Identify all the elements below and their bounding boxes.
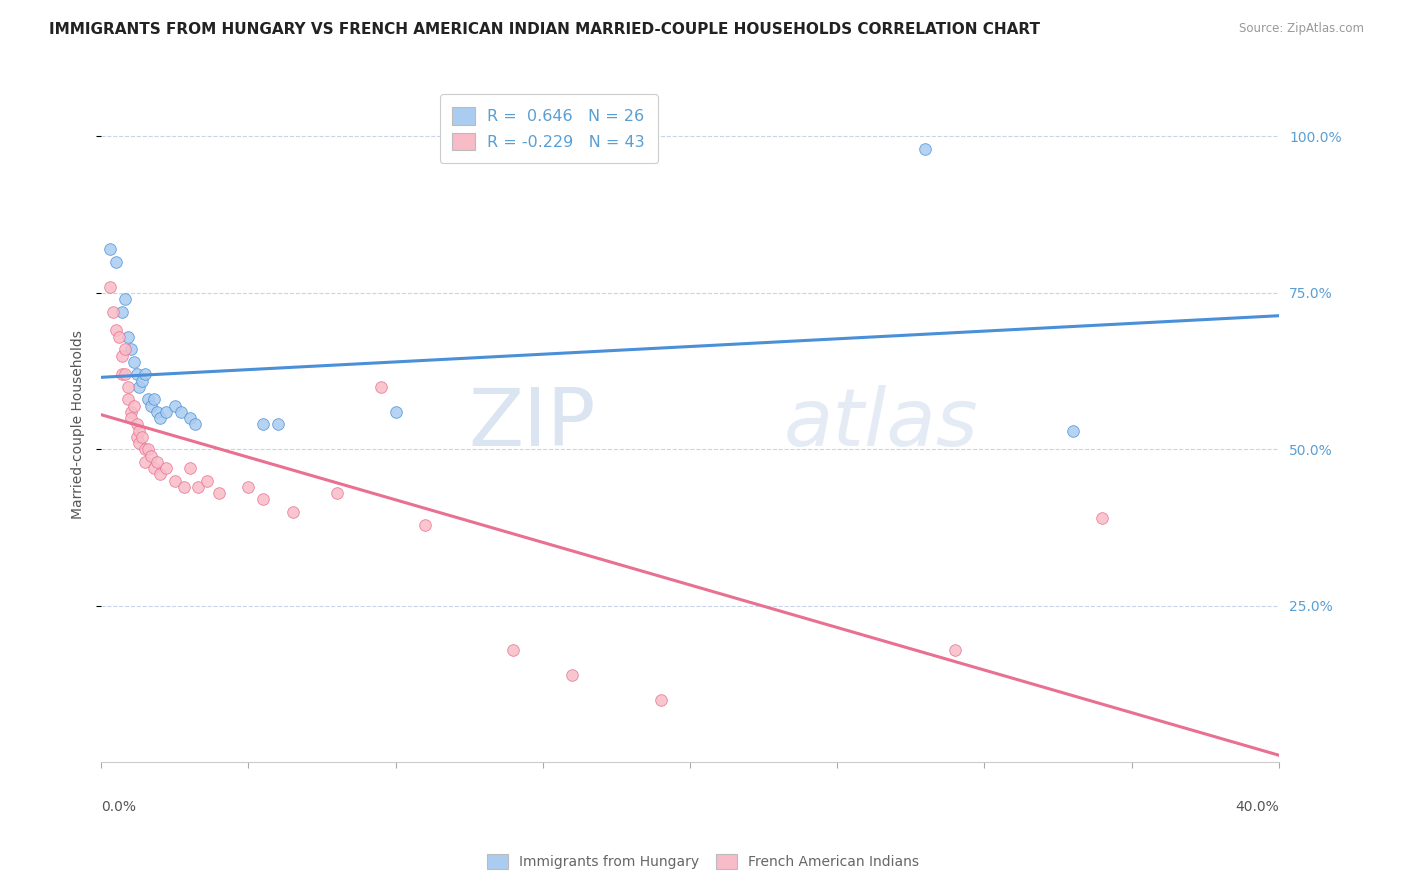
Point xyxy=(131,430,153,444)
Point xyxy=(131,374,153,388)
Point xyxy=(101,304,124,318)
Point xyxy=(267,417,290,432)
Point xyxy=(238,480,260,494)
Point xyxy=(125,368,148,382)
Point xyxy=(114,343,136,357)
Point xyxy=(143,461,166,475)
Point xyxy=(184,417,207,432)
Point xyxy=(170,405,193,419)
Point xyxy=(98,279,121,293)
Point xyxy=(561,667,583,681)
Point xyxy=(163,474,186,488)
Point xyxy=(195,474,218,488)
Point xyxy=(146,405,169,419)
Point xyxy=(149,411,172,425)
Point xyxy=(281,505,304,519)
Point xyxy=(163,399,186,413)
Legend: Immigrants from Hungary, French American Indians: Immigrants from Hungary, French American… xyxy=(481,847,925,876)
Point xyxy=(128,424,150,438)
Point xyxy=(98,242,121,256)
Point xyxy=(108,330,131,344)
Text: IMMIGRANTS FROM HUNGARY VS FRENCH AMERICAN INDIAN MARRIED-COUPLE HOUSEHOLDS CORR: IMMIGRANTS FROM HUNGARY VS FRENCH AMERIC… xyxy=(49,22,1040,37)
Point xyxy=(125,417,148,432)
Point xyxy=(413,517,436,532)
Point xyxy=(914,142,936,156)
Point xyxy=(134,442,156,457)
Point xyxy=(208,486,231,500)
Point xyxy=(120,343,142,357)
Point xyxy=(136,442,159,457)
Point xyxy=(187,480,209,494)
Point xyxy=(111,304,134,318)
Legend: R =  0.646   N = 26, R = -0.229   N = 43: R = 0.646 N = 26, R = -0.229 N = 43 xyxy=(440,95,658,162)
Point xyxy=(114,292,136,306)
Point xyxy=(252,417,274,432)
Text: 40.0%: 40.0% xyxy=(1234,800,1278,814)
Point xyxy=(122,355,145,369)
Point xyxy=(141,449,163,463)
Point xyxy=(117,380,139,394)
Point xyxy=(650,693,672,707)
Point xyxy=(104,254,127,268)
Point xyxy=(173,480,195,494)
Point xyxy=(117,392,139,407)
Point xyxy=(179,461,201,475)
Point xyxy=(943,642,966,657)
Point xyxy=(149,467,172,482)
Point xyxy=(128,380,150,394)
Point xyxy=(134,455,156,469)
Point xyxy=(117,330,139,344)
Point xyxy=(125,430,148,444)
Point xyxy=(155,461,177,475)
Point xyxy=(384,405,406,419)
Point xyxy=(370,380,392,394)
Point xyxy=(120,405,142,419)
Point xyxy=(1062,424,1084,438)
Point xyxy=(122,399,145,413)
Point xyxy=(111,349,134,363)
Point xyxy=(111,368,134,382)
Point xyxy=(104,324,127,338)
Point xyxy=(143,392,166,407)
Point xyxy=(146,455,169,469)
Point xyxy=(134,368,156,382)
Point xyxy=(325,486,347,500)
Point xyxy=(252,492,274,507)
Text: 0.0%: 0.0% xyxy=(101,800,136,814)
Text: Source: ZipAtlas.com: Source: ZipAtlas.com xyxy=(1239,22,1364,36)
Point xyxy=(114,368,136,382)
Point xyxy=(155,405,177,419)
Point xyxy=(120,411,142,425)
Point xyxy=(179,411,201,425)
Text: ZIP: ZIP xyxy=(468,385,596,463)
Point xyxy=(1091,511,1114,525)
Point xyxy=(141,399,163,413)
Text: atlas: atlas xyxy=(785,385,979,463)
Point xyxy=(502,642,524,657)
Y-axis label: Married-couple Households: Married-couple Households xyxy=(72,330,86,519)
Point xyxy=(136,392,159,407)
Point xyxy=(128,436,150,450)
